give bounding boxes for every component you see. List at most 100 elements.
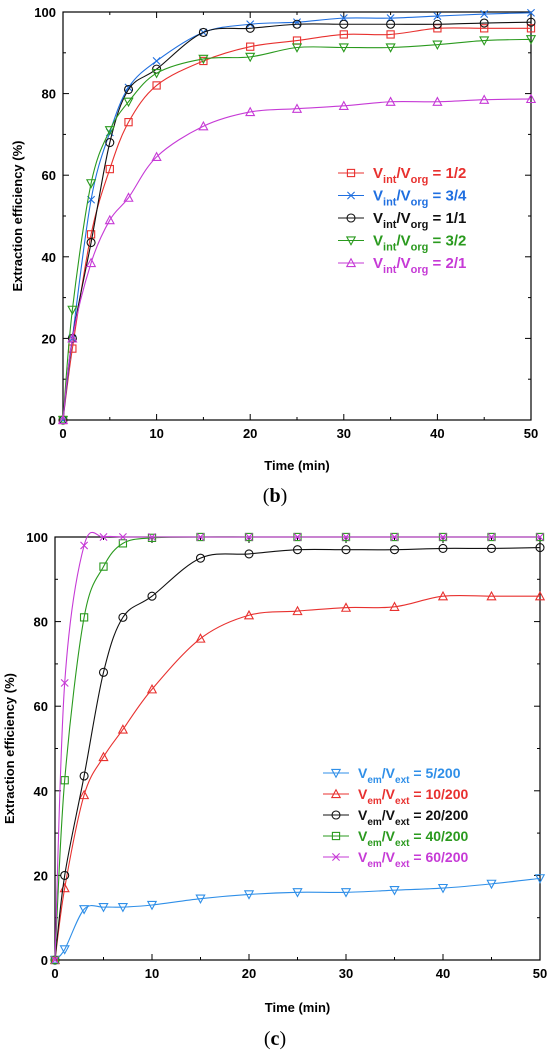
legend-item: Vint/Vorg = 3/4 bbox=[338, 188, 467, 209]
data-point bbox=[59, 945, 70, 955]
x-tick-label: 20 bbox=[243, 426, 257, 441]
series-line bbox=[54, 594, 540, 961]
legend-label: Vint/Vorg = 1/2 bbox=[373, 165, 466, 186]
data-point bbox=[486, 879, 497, 890]
data-point bbox=[86, 237, 96, 248]
data-point bbox=[527, 8, 535, 17]
data-point bbox=[291, 43, 303, 53]
data-point bbox=[124, 83, 133, 92]
panel-label: (b) bbox=[263, 485, 287, 507]
data-point bbox=[292, 19, 302, 29]
x-tick-label: 50 bbox=[524, 426, 538, 441]
chart-c: 0 20 40 60 80 100 0 10 20 30 40 50 Time (min) Extract… bbox=[2, 530, 547, 1050]
legend-item: Vint/Vorg = 3/2 bbox=[338, 233, 466, 254]
data-point bbox=[293, 533, 302, 541]
data-point bbox=[60, 870, 70, 880]
data-point bbox=[245, 23, 255, 33]
data-point bbox=[147, 591, 157, 601]
legend-label: Vem/Vext = 5/200 bbox=[358, 765, 461, 786]
legend-marker bbox=[346, 168, 356, 178]
x-tick-label: 0 bbox=[59, 426, 66, 441]
data-point bbox=[123, 97, 134, 108]
y-axis-label: Extraction efficiency (%) bbox=[2, 673, 17, 824]
legend-item: Vem/Vext = 20/200 bbox=[323, 807, 468, 828]
data-point bbox=[479, 94, 490, 104]
data-point bbox=[198, 120, 209, 131]
y-tick-label: 20 bbox=[42, 331, 56, 346]
data-point bbox=[105, 164, 114, 174]
legend-item: Vint/Vorg = 2/1 bbox=[338, 255, 466, 276]
legend-marker bbox=[347, 191, 355, 200]
data-point bbox=[385, 43, 396, 53]
legend-item: Vint/Vorg = 1/2 bbox=[338, 165, 466, 186]
data-point bbox=[117, 902, 129, 913]
legend-marker bbox=[330, 768, 342, 779]
data-point bbox=[432, 19, 442, 29]
data-point bbox=[244, 549, 254, 559]
data-point bbox=[386, 19, 396, 29]
data-point bbox=[338, 100, 349, 110]
data-point bbox=[104, 214, 115, 225]
data-point bbox=[196, 533, 205, 541]
data-point bbox=[86, 230, 96, 239]
data-point bbox=[479, 36, 490, 46]
data-point bbox=[146, 900, 158, 911]
data-point bbox=[486, 590, 497, 601]
legend-label: Vint/Vorg = 3/2 bbox=[373, 233, 466, 254]
series-line bbox=[62, 21, 532, 421]
series-em-60-200 bbox=[51, 531, 544, 964]
data-point bbox=[243, 609, 255, 620]
data-point bbox=[432, 40, 443, 51]
data-point bbox=[118, 539, 128, 548]
data-point bbox=[67, 333, 78, 343]
data-point bbox=[151, 69, 162, 79]
data-point bbox=[198, 27, 208, 37]
data-point bbox=[195, 553, 206, 563]
data-point bbox=[291, 103, 303, 113]
data-point bbox=[85, 179, 97, 189]
legend-item: Vint/Vorg = 1/1 bbox=[338, 210, 466, 231]
series-line bbox=[62, 38, 532, 421]
data-point bbox=[432, 96, 443, 106]
data-point bbox=[104, 126, 115, 136]
data-point bbox=[118, 612, 128, 622]
data-point bbox=[124, 118, 133, 127]
data-point bbox=[339, 30, 348, 39]
data-point bbox=[536, 533, 544, 541]
y-tick-label: 40 bbox=[34, 784, 48, 799]
legend-item: Vem/Vext = 10/200 bbox=[323, 786, 468, 807]
x-tick-label: 40 bbox=[436, 966, 450, 981]
legend-marker bbox=[331, 810, 341, 820]
data-point bbox=[342, 533, 350, 541]
data-point bbox=[390, 533, 399, 541]
data-point bbox=[98, 667, 109, 677]
chart-b: 0 20 40 60 80 100 0 10 20 30 40 50 Time (min) Extract… bbox=[10, 5, 538, 507]
data-point bbox=[147, 533, 157, 542]
data-point bbox=[118, 533, 127, 541]
series-line bbox=[54, 547, 541, 961]
data-point bbox=[437, 590, 449, 601]
data-point bbox=[437, 883, 449, 894]
legend-marker bbox=[330, 788, 342, 799]
data-point bbox=[534, 874, 546, 884]
data-point bbox=[479, 18, 489, 28]
data-point bbox=[98, 902, 109, 913]
legend-marker bbox=[332, 853, 340, 861]
y-tick-label: 60 bbox=[34, 699, 48, 714]
legend-item: Vem/Vext = 40/200 bbox=[323, 828, 468, 849]
legend-marker bbox=[345, 257, 357, 268]
data-point bbox=[195, 633, 206, 643]
data-point bbox=[151, 151, 162, 161]
x-tick-label: 20 bbox=[242, 966, 256, 981]
data-point bbox=[152, 81, 161, 90]
legend-marker bbox=[331, 831, 341, 841]
legend-label: Vint/Vorg = 3/4 bbox=[373, 188, 467, 209]
data-point bbox=[79, 613, 89, 622]
data-point bbox=[199, 56, 208, 66]
x-tick-label: 30 bbox=[339, 966, 353, 981]
legend-item: Vem/Vext = 60/200 bbox=[323, 849, 468, 870]
data-point bbox=[78, 905, 90, 915]
x-tick-label: 0 bbox=[51, 966, 58, 981]
series-int-2-1 bbox=[57, 93, 537, 425]
